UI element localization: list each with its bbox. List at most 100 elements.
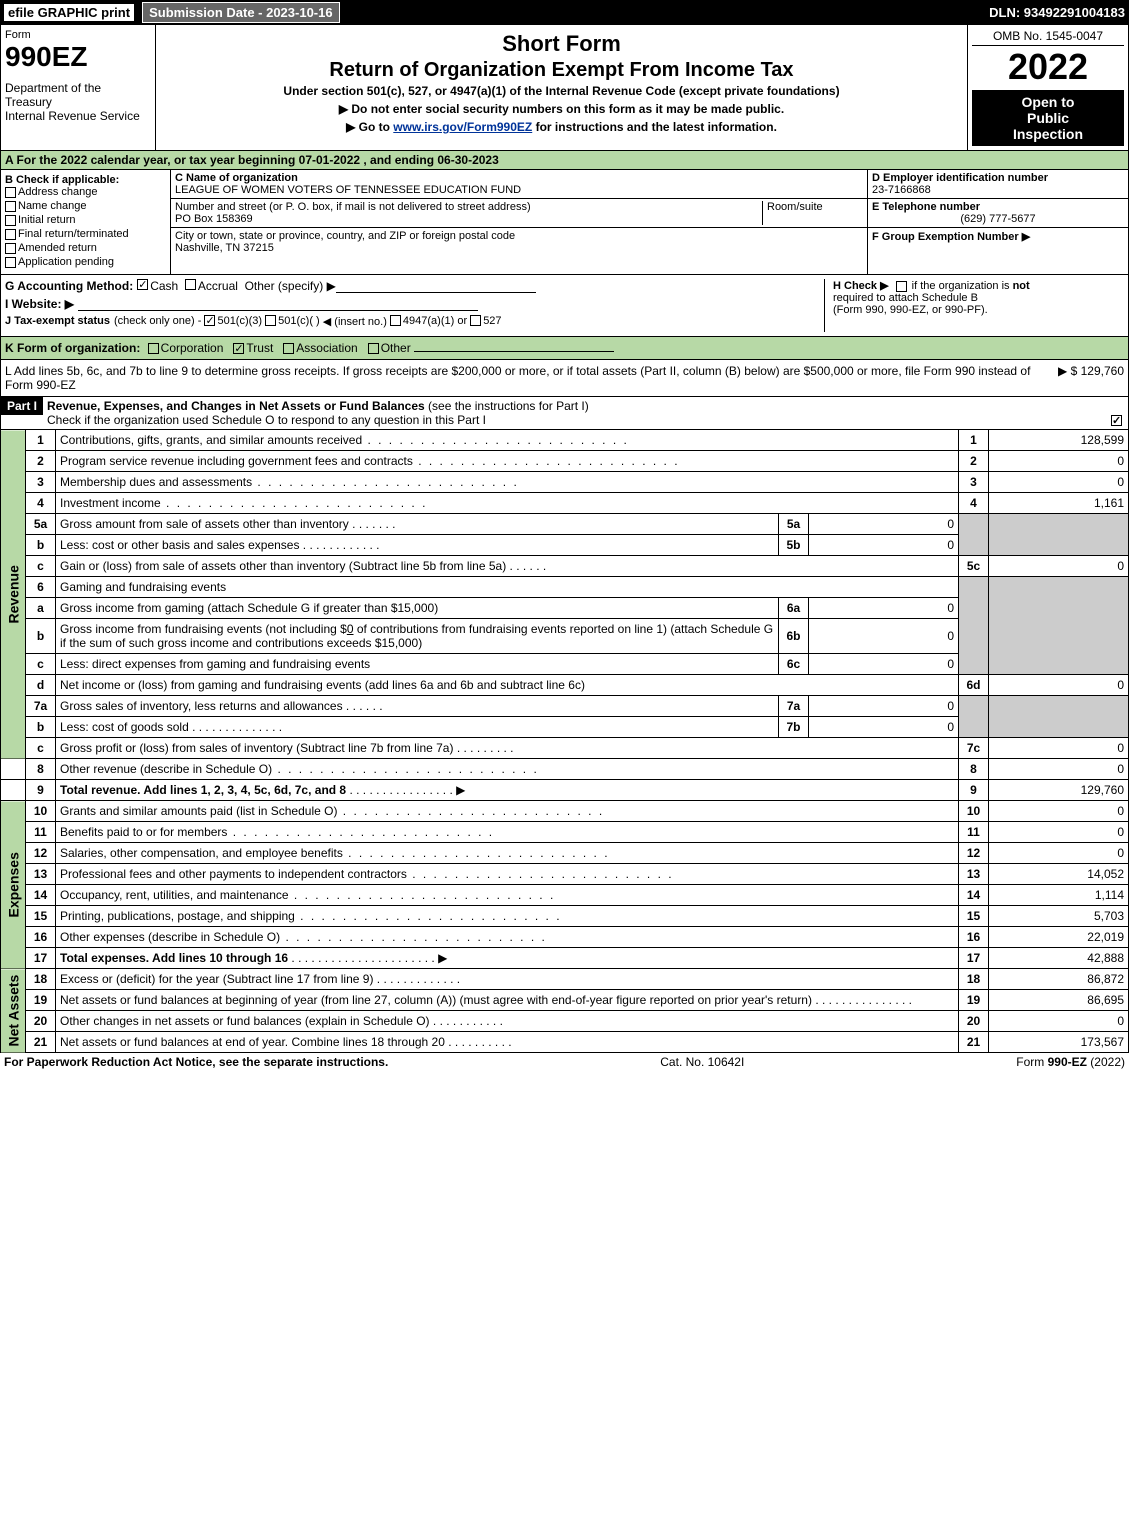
line-18-desc: Excess or (deficit) for the year (Subtra… bbox=[60, 972, 373, 986]
section-c: C Name of organization LEAGUE OF WOMEN V… bbox=[171, 170, 868, 274]
line-7b-ino: 7b bbox=[779, 717, 809, 738]
chk-final-return-label: Final return/terminated bbox=[18, 228, 129, 240]
line-4-desc: Investment income bbox=[60, 496, 161, 510]
section-a: A For the 2022 calendar year, or tax yea… bbox=[0, 151, 1129, 170]
line-4-val: 1,161 bbox=[989, 493, 1129, 514]
chk-527[interactable] bbox=[470, 315, 481, 326]
form-header: Form 990EZ Department of the Treasury In… bbox=[0, 25, 1129, 151]
s527-label: 527 bbox=[483, 315, 501, 328]
chk-address-change[interactable]: Address change bbox=[5, 186, 166, 198]
line-4-no: 4 bbox=[959, 493, 989, 514]
line-17-val: 42,888 bbox=[989, 948, 1129, 969]
line-17-no: 17 bbox=[959, 948, 989, 969]
chk-initial-return[interactable]: Initial return bbox=[5, 214, 166, 226]
dept-label: Department of the Treasury bbox=[5, 81, 151, 109]
net-assets-table: Net Assets 18 Excess or (deficit) for th… bbox=[0, 969, 1129, 1053]
line-7a-desc: Gross sales of inventory, less returns a… bbox=[60, 699, 343, 713]
line-13-desc: Professional fees and other payments to … bbox=[60, 867, 407, 881]
line-1-no: 1 bbox=[959, 430, 989, 451]
line-10-no: 10 bbox=[959, 801, 989, 822]
line-10-desc: Grants and similar amounts paid (list in… bbox=[60, 804, 337, 818]
chk-amended-return[interactable]: Amended return bbox=[5, 242, 166, 254]
side-revenue: Revenue bbox=[1, 430, 26, 759]
line-9-no: 9 bbox=[959, 780, 989, 801]
chk-501c[interactable] bbox=[265, 315, 276, 326]
open-line2: Public bbox=[976, 110, 1120, 126]
section-b: B Check if applicable: Address change Na… bbox=[1, 170, 171, 274]
website-input[interactable] bbox=[78, 297, 478, 311]
line-16-val: 22,019 bbox=[989, 927, 1129, 948]
line-12-val: 0 bbox=[989, 843, 1129, 864]
line-5a-ival: 0 bbox=[809, 514, 959, 535]
footer-right-post: (2022) bbox=[1087, 1055, 1125, 1069]
chk-h[interactable] bbox=[896, 281, 907, 292]
room-label: Room/suite bbox=[767, 201, 863, 213]
k-label: K Form of organization: bbox=[5, 341, 140, 355]
h-label: H Check ▶ bbox=[833, 280, 889, 292]
chk-schedule-o[interactable] bbox=[1111, 415, 1122, 426]
chk-trust[interactable] bbox=[233, 343, 244, 354]
line-5a-desc: Gross amount from sale of assets other t… bbox=[60, 517, 349, 531]
chk-corp[interactable] bbox=[148, 343, 159, 354]
title-return: Return of Organization Exempt From Incom… bbox=[164, 59, 959, 82]
line-15-val: 5,703 bbox=[989, 906, 1129, 927]
l-amount: ▶ $ 129,760 bbox=[1058, 364, 1124, 392]
revenue-table: Revenue 1 Contributions, gifts, grants, … bbox=[0, 430, 1129, 801]
line-16-desc: Other expenses (describe in Schedule O) bbox=[60, 930, 280, 944]
line-1-val: 128,599 bbox=[989, 430, 1129, 451]
chk-accrual[interactable] bbox=[185, 279, 196, 290]
city-value: Nashville, TN 37215 bbox=[175, 242, 863, 254]
line-20-desc: Other changes in net assets or fund bala… bbox=[60, 1014, 430, 1028]
chk-cash[interactable] bbox=[137, 279, 148, 290]
line-5c-no: 5c bbox=[959, 556, 989, 577]
line-5b-desc: Less: cost or other basis and sales expe… bbox=[60, 538, 299, 552]
line-6-desc: Gaming and fundraising events bbox=[56, 577, 959, 598]
footer-right-pre: Form bbox=[1016, 1055, 1047, 1069]
chk-501c3[interactable] bbox=[204, 315, 215, 326]
trust-label: Trust bbox=[246, 341, 273, 355]
corp-label: Corporation bbox=[161, 341, 224, 355]
chk-amended-return-label: Amended return bbox=[18, 242, 97, 254]
part1-title: Revenue, Expenses, and Changes in Net As… bbox=[47, 399, 425, 413]
a1-label: 4947(a)(1) or bbox=[403, 315, 467, 328]
line-5c-val: 0 bbox=[989, 556, 1129, 577]
chk-assoc[interactable] bbox=[283, 343, 294, 354]
form-label: Form bbox=[5, 29, 151, 41]
line-1-desc: Contributions, gifts, grants, and simila… bbox=[60, 433, 362, 447]
info-block: B Check if applicable: Address change Na… bbox=[0, 170, 1129, 275]
line-7a-ival: 0 bbox=[809, 696, 959, 717]
section-b-title: B Check if applicable: bbox=[5, 174, 166, 186]
irs-link[interactable]: www.irs.gov/Form990EZ bbox=[393, 120, 532, 134]
line-13-val: 14,052 bbox=[989, 864, 1129, 885]
footer-right: Form 990-EZ (2022) bbox=[1016, 1055, 1125, 1069]
instr-goto: ▶ Go to www.irs.gov/Form990EZ for instru… bbox=[164, 120, 959, 134]
line-7c-val: 0 bbox=[989, 738, 1129, 759]
line-3-desc: Membership dues and assessments bbox=[60, 475, 252, 489]
line-8-desc: Other revenue (describe in Schedule O) bbox=[60, 762, 272, 776]
other-k-input[interactable] bbox=[414, 351, 614, 352]
line-6d-no: 6d bbox=[959, 675, 989, 696]
line-2-no: 2 bbox=[959, 451, 989, 472]
org-name: LEAGUE OF WOMEN VOTERS OF TENNESSEE EDUC… bbox=[175, 184, 863, 196]
line-5c-desc: Gain or (loss) from sale of assets other… bbox=[60, 559, 506, 573]
line-9-val: 129,760 bbox=[989, 780, 1129, 801]
website-label: I Website: ▶ bbox=[5, 297, 74, 311]
chk-4947[interactable] bbox=[390, 315, 401, 326]
line-15-desc: Printing, publications, postage, and shi… bbox=[60, 909, 295, 923]
group-label: F Group Exemption Number ▶ bbox=[872, 231, 1030, 243]
line-8-val: 0 bbox=[989, 759, 1129, 780]
line-6d-val: 0 bbox=[989, 675, 1129, 696]
chk-name-change[interactable]: Name change bbox=[5, 200, 166, 212]
ein-value: 23-7166868 bbox=[872, 184, 1124, 196]
line-2-desc: Program service revenue including govern… bbox=[60, 454, 413, 468]
city-label: City or town, state or province, country… bbox=[175, 230, 863, 242]
chk-other[interactable] bbox=[368, 343, 379, 354]
line-2-val: 0 bbox=[989, 451, 1129, 472]
other-input[interactable] bbox=[336, 279, 536, 293]
chk-app-pending[interactable]: Application pending bbox=[5, 256, 166, 268]
footer-left: For Paperwork Reduction Act Notice, see … bbox=[4, 1055, 388, 1069]
line-6b-ino: 6b bbox=[779, 619, 809, 654]
chk-final-return[interactable]: Final return/terminated bbox=[5, 228, 166, 240]
c-label: 501(c)( ) bbox=[278, 315, 320, 328]
section-k: K Form of organization: Corporation Trus… bbox=[0, 337, 1129, 360]
